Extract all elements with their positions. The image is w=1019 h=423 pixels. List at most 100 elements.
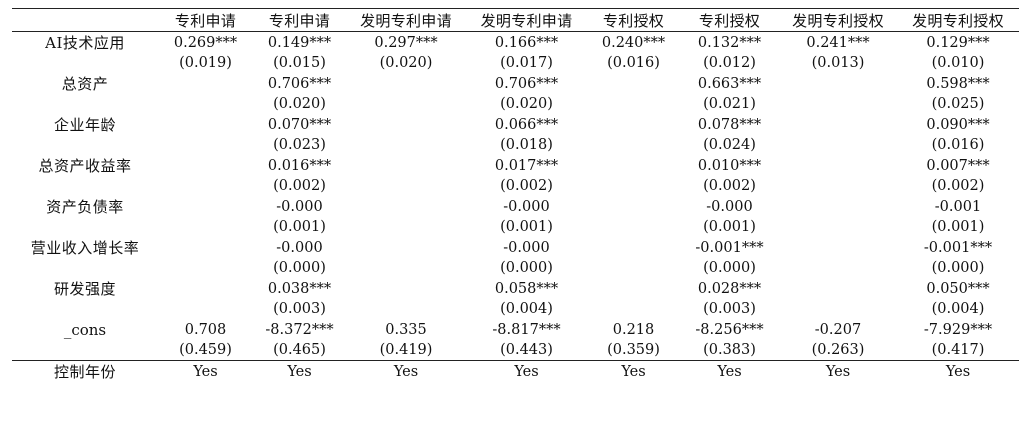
- se-cell: [587, 258, 680, 278]
- se-cell: (0.459): [179, 342, 232, 358]
- header-cell: 专利授权: [698, 11, 761, 30]
- se-cell: (0.020): [273, 96, 326, 112]
- header-cell-variable: [12, 9, 158, 32]
- se-cell: (0.004): [500, 301, 553, 317]
- se-row: (0.459) (0.465) (0.419) (0.443) (0.359) (0.38…: [12, 340, 1019, 361]
- se-cell: (0.015): [273, 55, 326, 71]
- header-cell: 发明专利授权: [912, 11, 1004, 30]
- coef-cell: [779, 278, 897, 299]
- se-cell: (0.023): [273, 137, 326, 153]
- se-cell: (0.025): [931, 96, 985, 112]
- coef-cell: 0.132***: [697, 34, 762, 51]
- se-cell: (0.017): [500, 55, 553, 71]
- coef-cell: [587, 155, 680, 176]
- coef-row: 营业收入增长率 -0.000 -0.000 -0.001*** -0.001***: [12, 237, 1019, 258]
- se-cell: (0.001): [273, 219, 326, 235]
- coef-cell: [158, 114, 253, 135]
- coef-cell: -0.000: [276, 198, 323, 215]
- se-row: (0.001) (0.001) (0.001) (0.001): [12, 217, 1019, 237]
- coef-cell: -0.207: [814, 321, 862, 338]
- coef-cell: [346, 114, 466, 135]
- coef-cell: -8.256***: [695, 321, 764, 338]
- se-cell: (0.013): [811, 55, 865, 71]
- se-cell: (0.002): [273, 178, 326, 194]
- se-cell: (0.000): [273, 260, 326, 276]
- se-row: (0.020) (0.020) (0.021) (0.025): [12, 94, 1019, 114]
- coef-cell: [587, 114, 680, 135]
- control-label: 控制年份: [53, 363, 116, 381]
- se-cell: (0.016): [931, 137, 985, 153]
- coef-cell: 0.016***: [267, 157, 332, 174]
- coef-cell: -0.000: [706, 198, 753, 215]
- se-cell: (0.001): [703, 219, 756, 235]
- se-row: (0.000) (0.000) (0.000) (0.000): [12, 258, 1019, 278]
- control-cell: Yes: [945, 363, 971, 380]
- se-cell: [587, 135, 680, 155]
- control-cell: Yes: [825, 363, 851, 380]
- coef-cell: 0.240***: [601, 34, 666, 51]
- coef-cell: -0.001***: [923, 239, 993, 256]
- se-row: (0.019) (0.015) (0.020) (0.017) (0.016) (0.01…: [12, 53, 1019, 73]
- se-cell: (0.010): [931, 55, 985, 71]
- se-cell: (0.419): [379, 342, 433, 358]
- se-row: (0.002) (0.002) (0.002) (0.002): [12, 176, 1019, 196]
- se-cell: [346, 135, 466, 155]
- coef-cell: 0.066***: [494, 116, 559, 133]
- regression-table: 专利申请 专利申请 发明专利申请 发明专利申请 专利授权 专利授权 发明专利授权…: [12, 8, 1019, 382]
- se-label-cell: [12, 94, 158, 114]
- control-cell: Yes: [393, 363, 419, 380]
- se-cell: [587, 299, 680, 319]
- se-cell: (0.002): [500, 178, 553, 194]
- coef-cell: 0.070***: [267, 116, 332, 133]
- coef-row: 研发强度 0.038*** 0.058*** 0.028*** 0.050***: [12, 278, 1019, 299]
- se-cell: [779, 258, 897, 278]
- coef-cell: -0.000: [276, 239, 323, 256]
- coef-cell: [346, 196, 466, 217]
- se-cell: (0.003): [703, 301, 756, 317]
- se-cell: [779, 94, 897, 114]
- se-cell: (0.020): [500, 96, 553, 112]
- control-cell: Yes: [287, 363, 312, 380]
- coef-cell: 0.598***: [926, 75, 990, 92]
- coef-cell: -0.001***: [695, 239, 764, 256]
- row-label: 总资产: [61, 75, 109, 93]
- coef-cell: 0.241***: [806, 34, 870, 51]
- se-row: (0.023) (0.018) (0.024) (0.016): [12, 135, 1019, 155]
- coef-cell: 0.706***: [267, 75, 332, 92]
- coef-row: AI技术应用 0.269*** 0.149*** 0.297*** 0.166*** 0.…: [12, 32, 1019, 54]
- row-label: 研发强度: [53, 280, 116, 298]
- coef-cell: -8.372***: [265, 321, 334, 338]
- coef-cell: [587, 237, 680, 258]
- se-cell: (0.004): [931, 301, 985, 317]
- coef-cell: [346, 237, 466, 258]
- se-cell: (0.443): [500, 342, 553, 358]
- se-cell: (0.002): [931, 178, 985, 194]
- coef-cell: 0.090***: [926, 116, 990, 133]
- coef-cell: [346, 73, 466, 94]
- se-cell: [158, 94, 253, 114]
- coef-cell: 0.058***: [494, 280, 559, 297]
- se-cell: [158, 176, 253, 196]
- header-cell: 专利申请: [268, 11, 331, 30]
- coef-cell: [587, 278, 680, 299]
- coef-row: _cons 0.708 -8.372*** 0.335 -8.817*** 0.218 -8…: [12, 319, 1019, 340]
- coef-cell: [158, 278, 253, 299]
- header-cell: 发明专利授权: [792, 11, 884, 30]
- coef-cell: -0.000: [503, 239, 550, 256]
- se-cell: [587, 176, 680, 196]
- se-cell: (0.000): [500, 260, 553, 276]
- se-cell: [779, 299, 897, 319]
- se-cell: (0.359): [607, 342, 660, 358]
- se-cell: [158, 217, 253, 237]
- coef-cell: [779, 237, 897, 258]
- se-cell: [346, 299, 466, 319]
- se-cell: [158, 299, 253, 319]
- row-label: 总资产收益率: [38, 157, 132, 175]
- se-cell: (0.003): [273, 301, 326, 317]
- coef-cell: [346, 278, 466, 299]
- header-cell: 发明专利申请: [480, 11, 573, 30]
- control-cell: Yes: [717, 363, 742, 380]
- se-cell: (0.417): [931, 342, 985, 358]
- coef-cell: -7.929***: [923, 321, 993, 338]
- se-label-cell: [12, 135, 158, 155]
